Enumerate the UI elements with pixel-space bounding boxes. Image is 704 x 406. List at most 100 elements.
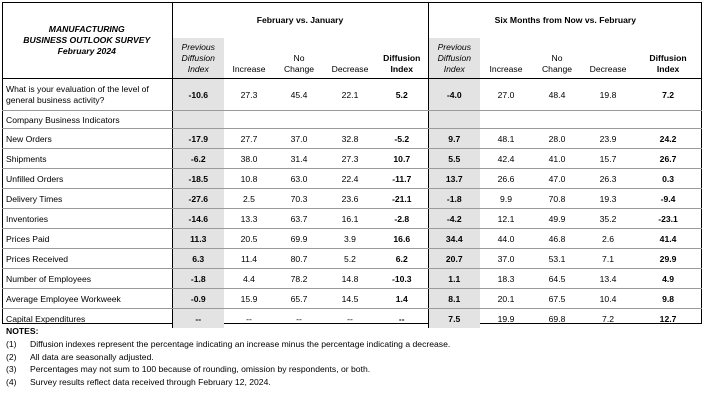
table-cell: 70.3 bbox=[274, 188, 324, 209]
column-header: Diffusion Index bbox=[376, 38, 429, 79]
note-text: Survey results reflect data received thr… bbox=[30, 377, 271, 388]
table-cell: 26.7 bbox=[634, 148, 703, 169]
column-header: No Change bbox=[274, 38, 324, 79]
table-cell: 53.1 bbox=[532, 248, 583, 269]
column-header-line bbox=[483, 53, 529, 64]
column-header-line bbox=[637, 42, 699, 53]
row-label: Shipments bbox=[2, 148, 173, 169]
table-cell: 26.6 bbox=[480, 168, 533, 189]
column-header-line: Diffusion bbox=[649, 52, 687, 63]
row-label: Capital Expenditures bbox=[2, 308, 173, 328]
empty-cell bbox=[274, 110, 324, 129]
table-cell: 10.4 bbox=[582, 288, 635, 309]
column-header-line bbox=[277, 42, 321, 53]
table-cell: 70.8 bbox=[532, 188, 583, 209]
table-cell: -- bbox=[172, 308, 224, 328]
table-cell: 2.5 bbox=[224, 188, 274, 209]
row-label: Prices Paid bbox=[2, 228, 173, 249]
table-row: Capital Expenditures -- -- -- -- -- 7.5 19.9 69.… bbox=[2, 308, 702, 328]
table-row: Delivery Times -27.6 2.5 70.3 23.6 -21.1 -1.8 9… bbox=[2, 188, 703, 209]
table-cell: 27.3 bbox=[324, 148, 376, 169]
table-row: Average Employee Workweek -0.9 15.9 65.7 14.… bbox=[2, 288, 703, 309]
column-header-line: Change bbox=[283, 63, 315, 74]
table-row: Prices Received 6.3 11.4 80.7 5.2 6.2 20.7 37.0… bbox=[2, 248, 703, 269]
column-header-line: Index bbox=[390, 63, 413, 74]
table-cell: -10.3 bbox=[376, 268, 429, 289]
table-cell: 24.2 bbox=[634, 128, 703, 149]
table-cell: 10.8 bbox=[224, 168, 274, 189]
row-label: Prices Received bbox=[2, 248, 173, 269]
note-text: Diffusion indexes represent the percenta… bbox=[30, 338, 451, 349]
column-header: Decrease bbox=[324, 38, 376, 79]
column-header-line bbox=[227, 53, 271, 64]
table-cell: 27.0 bbox=[480, 78, 533, 111]
column-header-line: Previous bbox=[437, 41, 471, 52]
column-header: Previous Diffusion Index bbox=[172, 38, 224, 79]
table-cell: -14.6 bbox=[172, 208, 224, 229]
column-header: Previous Diffusion Index bbox=[427, 38, 481, 79]
table-cell: 65.7 bbox=[274, 288, 324, 309]
empty-cell bbox=[172, 110, 224, 129]
table-cell: 27.7 bbox=[224, 128, 274, 149]
table-title: MANUFACTURING BUSINESS OUTLOOK SURVEY Fe… bbox=[2, 2, 173, 79]
table-cell: -- bbox=[246, 313, 252, 324]
empty-cell bbox=[224, 110, 274, 129]
table-cell: 23.9 bbox=[582, 128, 635, 149]
table-cell: -9.4 bbox=[634, 188, 703, 209]
table-cell: 46.8 bbox=[532, 228, 583, 249]
column-header-line bbox=[327, 53, 373, 64]
row-label: Delivery Times bbox=[2, 188, 173, 209]
table-cell: 12.1 bbox=[480, 208, 533, 229]
empty-cell bbox=[376, 110, 429, 129]
section-label: Company Business Indicators bbox=[2, 110, 173, 129]
column-header-line bbox=[379, 42, 425, 53]
column-header-line bbox=[585, 53, 631, 64]
notes-title: NOTES: bbox=[6, 326, 39, 336]
table-cell: 69.9 bbox=[274, 228, 324, 249]
column-header-line: Diffusion bbox=[383, 52, 421, 63]
note-item: (4) Survey results reflect data received … bbox=[6, 376, 450, 389]
table-cell: 7.1 bbox=[582, 248, 635, 269]
table-cell: 11.3 bbox=[172, 228, 224, 249]
table-cell: 12.7 bbox=[659, 313, 677, 324]
table-cell: 19.3 bbox=[582, 188, 635, 209]
table-cell: 42.4 bbox=[480, 148, 533, 169]
column-header-line: Change bbox=[541, 63, 573, 74]
table-row: Number of Employees -1.8 4.4 78.2 14.8 -10.3 1… bbox=[2, 268, 703, 289]
row-label: Inventories bbox=[2, 208, 173, 229]
column-header: Increase bbox=[480, 38, 533, 79]
table-cell: 1.1 bbox=[427, 268, 481, 289]
table-cell: 41.4 bbox=[634, 228, 703, 249]
table-cell: -18.5 bbox=[172, 168, 224, 189]
table-cell: 9.8 bbox=[634, 288, 703, 309]
table-cell: 14.5 bbox=[324, 288, 376, 309]
table-cell: 10.7 bbox=[376, 148, 429, 169]
table-cell: -27.6 bbox=[172, 188, 224, 209]
notes-block: NOTES: (1) Diffusion indexes represent th… bbox=[6, 325, 450, 389]
table-cell: -5.2 bbox=[376, 128, 429, 149]
empty-cell bbox=[480, 110, 533, 129]
table-cell: 19.8 bbox=[582, 78, 635, 111]
table-cell: 49.9 bbox=[532, 208, 583, 229]
note-item: (1) Diffusion indexes represent the perce… bbox=[6, 338, 450, 351]
table-cell: -0.9 bbox=[172, 288, 224, 309]
title-line-3: February 2024 bbox=[57, 45, 116, 56]
table-cell: -23.1 bbox=[634, 208, 703, 229]
table-cell: 15.7 bbox=[582, 148, 635, 169]
empty-cell bbox=[582, 110, 635, 129]
table-cell: 32.8 bbox=[324, 128, 376, 149]
note-text: Percentages may not sum to 100 because o… bbox=[30, 364, 371, 375]
table-cell: 27.3 bbox=[224, 78, 274, 111]
column-header: Decrease bbox=[582, 38, 635, 79]
column-header-line: Decrease bbox=[331, 63, 369, 74]
table-cell: 4.9 bbox=[634, 268, 703, 289]
column-header-line bbox=[483, 42, 529, 53]
table-cell: 63.7 bbox=[274, 208, 324, 229]
note-item: (3) Percentages may not sum to 100 becaus… bbox=[6, 363, 450, 376]
table-cell: 1.4 bbox=[376, 288, 429, 309]
table-cell: 5.2 bbox=[376, 78, 429, 111]
table-cell: 48.4 bbox=[532, 78, 583, 111]
table-cell: 9.9 bbox=[480, 188, 533, 209]
column-header-line: Index bbox=[656, 63, 680, 74]
column-header-line: Diffusion bbox=[437, 52, 471, 63]
